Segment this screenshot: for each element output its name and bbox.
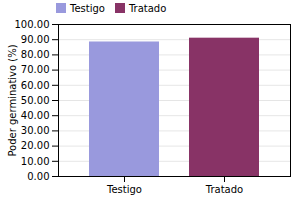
svg-text:Tratado: Tratado <box>205 184 243 195</box>
svg-text:60.00: 60.00 <box>21 80 50 91</box>
svg-text:Testigo: Testigo <box>106 184 142 195</box>
svg-text:40.00: 40.00 <box>21 110 50 121</box>
svg-text:20.00: 20.00 <box>21 140 50 151</box>
svg-text:80.00: 80.00 <box>21 49 50 60</box>
svg-text:Poder germinativo (%): Poder germinativo (%) <box>7 44 18 156</box>
svg-text:90.00: 90.00 <box>21 34 50 45</box>
svg-text:30.00: 30.00 <box>21 125 50 136</box>
html-text:Testigo: Testigo <box>70 2 105 14</box>
svg-text:50.00: 50.00 <box>21 95 50 106</box>
html-text:Tratado: Tratado <box>128 2 167 14</box>
svg-text:100.00: 100.00 <box>15 19 50 30</box>
svg-text:70.00: 70.00 <box>21 64 50 75</box>
svg-text:10.00: 10.00 <box>21 156 50 167</box>
svg-text:0.00: 0.00 <box>27 171 49 182</box>
